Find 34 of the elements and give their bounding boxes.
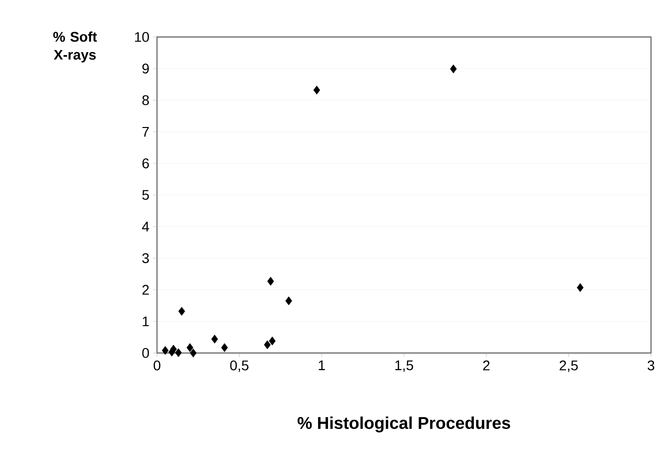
point [267, 276, 274, 286]
x-tick-label: 3 [648, 360, 654, 370]
y-tick-label: 0 [142, 348, 149, 358]
point [186, 343, 194, 352]
point [576, 283, 584, 292]
x-tick-label: 1,5 [395, 360, 414, 372]
x-tick-label: 2,5 [560, 360, 578, 372]
point [221, 343, 228, 352]
point [211, 334, 218, 344]
point [285, 296, 292, 306]
y-tick-label: 4 [142, 222, 150, 232]
y-tick-label: 6 [142, 158, 149, 168]
point [313, 86, 320, 94]
x-tick-label: 0 [154, 360, 160, 370]
x-tick-label: 2 [483, 360, 490, 370]
y-tick-label: 8 [142, 95, 149, 106]
x-tick-label: 1 [318, 360, 325, 370]
y-tick-label: 7 [142, 126, 149, 137]
y-tick-label: 1 [142, 316, 149, 326]
point [450, 64, 457, 74]
point [268, 336, 276, 346]
point [178, 306, 186, 316]
y-tick-label: 9 [142, 64, 149, 74]
y-tick-label: 10 [135, 32, 149, 42]
y-tick-label: 3 [142, 253, 149, 264]
point [190, 348, 197, 358]
y-tick-label: 2 [142, 284, 149, 295]
point [162, 346, 169, 355]
x-tick-label: 0,5 [230, 360, 248, 372]
y-tick-label: 5 [142, 190, 149, 200]
point [175, 348, 182, 358]
x-axis-title: % Histological Procedures [298, 416, 510, 432]
point [264, 340, 271, 350]
y-axis-title: % Soft X-rays [53, 32, 97, 62]
